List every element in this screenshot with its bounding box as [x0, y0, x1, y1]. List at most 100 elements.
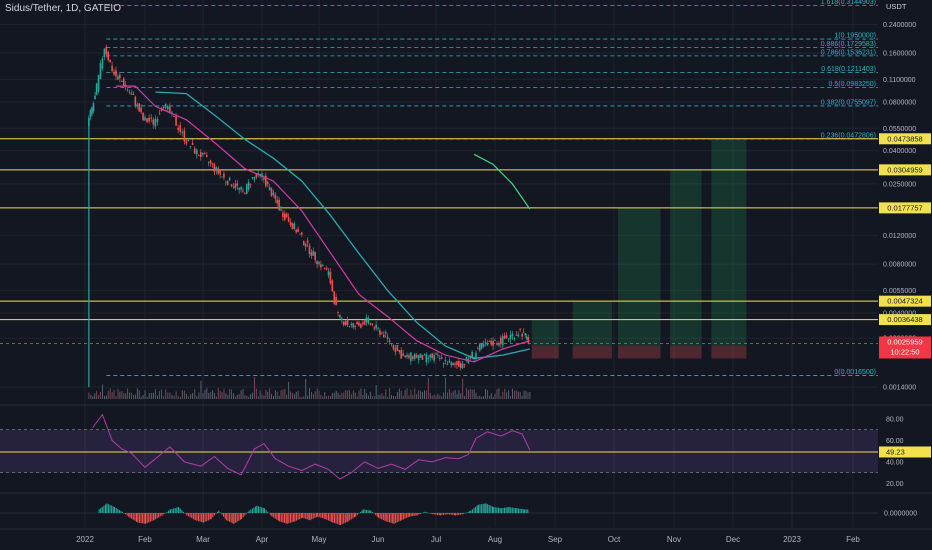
- histogram-bar: [121, 511, 123, 513]
- volume-bar: [467, 389, 469, 399]
- histogram-bar: [167, 510, 170, 513]
- histogram-bar: [154, 513, 156, 520]
- volume-bar: [464, 396, 466, 399]
- histogram-bar: [429, 513, 431, 514]
- histogram-bar: [173, 508, 175, 513]
- histogram-bar: [510, 507, 512, 513]
- candle-body: [423, 354, 426, 356]
- volume-bar: [190, 394, 192, 399]
- histogram-bar: [318, 513, 320, 518]
- volume-bar: [88, 392, 90, 399]
- candle-body: [140, 107, 142, 113]
- candle-body: [278, 199, 280, 211]
- histogram-bar: [418, 513, 420, 515]
- candle-body: [431, 353, 433, 358]
- histogram-bar: [392, 513, 394, 524]
- candle-body: [388, 340, 391, 343]
- histogram-bar: [218, 510, 220, 513]
- volume-bar: [198, 392, 200, 399]
- candle-body: [191, 142, 194, 145]
- candle-body: [249, 184, 252, 185]
- candle-body: [490, 340, 492, 345]
- candle-body: [325, 267, 328, 270]
- candle-body: [109, 59, 111, 63]
- histogram-bar: [259, 506, 261, 513]
- volume-bar: [234, 396, 236, 399]
- candle-body: [103, 48, 106, 57]
- histogram-axis-tick: 0.0000000: [884, 511, 917, 518]
- histogram-bar: [370, 510, 372, 513]
- volume-bar: [263, 395, 265, 399]
- histogram-bar: [196, 513, 198, 521]
- candle-body: [454, 363, 456, 365]
- histogram-bar: [271, 513, 273, 517]
- histogram-bar: [421, 513, 423, 514]
- histogram-bar: [378, 513, 380, 518]
- histogram-bar: [111, 505, 113, 513]
- histogram-bar: [494, 507, 496, 513]
- histogram-bar: [352, 513, 354, 519]
- volume-bar: [389, 388, 391, 399]
- histogram-bar: [191, 513, 193, 519]
- volume-bar: [159, 391, 160, 399]
- volume-bar: [469, 388, 471, 399]
- histogram-bar: [337, 513, 339, 525]
- candle-body: [515, 334, 518, 336]
- horizontal-level-label: 0.0177757: [887, 203, 922, 212]
- candle-body: [207, 162, 210, 164]
- volume-bar: [292, 392, 293, 399]
- histogram-bar: [289, 513, 291, 523]
- price-axis-tick: 0.2400000: [883, 22, 916, 29]
- date-axis-tick: Jul: [431, 535, 441, 544]
- histogram-bar: [504, 507, 506, 513]
- candle-body: [120, 81, 123, 82]
- histogram-bar: [117, 508, 119, 513]
- candle-body: [339, 314, 341, 318]
- histogram-bar: [513, 507, 515, 513]
- candle-body: [505, 335, 508, 338]
- volume-bar: [134, 394, 136, 399]
- candle-body: [463, 364, 466, 365]
- volume-bar: [488, 395, 490, 399]
- candle-body: [244, 192, 246, 194]
- histogram-bar: [282, 513, 284, 523]
- candle-body: [95, 83, 98, 95]
- histogram-bar: [293, 513, 295, 522]
- candle-body: [352, 323, 355, 328]
- price-axis: USDT 0.2400000 0.1600000 0.1100000 0.0800000…: [883, 2, 916, 392]
- histogram-bar: [521, 508, 523, 513]
- candle-body: [383, 334, 385, 338]
- target-zone: [670, 169, 702, 347]
- volume-bar: [301, 396, 303, 399]
- volume-bar: [379, 394, 381, 399]
- volume-bar: [445, 377, 447, 399]
- histogram-bar: [184, 513, 186, 514]
- candle-body: [272, 192, 275, 195]
- candle-body: [482, 344, 485, 347]
- candle-body: [331, 280, 334, 292]
- histogram-bar: [103, 505, 105, 513]
- volume-bar: [90, 394, 92, 399]
- volume-bar: [246, 395, 248, 399]
- histogram-bar: [279, 513, 281, 522]
- histogram-bar: [212, 513, 214, 518]
- price-axis-tick: 0.0120000: [883, 233, 916, 240]
- histogram-bar: [385, 513, 387, 522]
- histogram-bar: [333, 513, 336, 524]
- date-axis-tick: 2023: [783, 535, 801, 544]
- candle-body: [429, 354, 431, 358]
- volume-bar: [481, 396, 483, 399]
- histogram-bar: [300, 513, 302, 519]
- volume-bar: [252, 392, 253, 399]
- histogram-bar: [314, 513, 316, 518]
- stop-zone: [617, 346, 661, 359]
- volume-bar: [527, 392, 529, 399]
- histogram-bar: [286, 513, 288, 524]
- volume-bar: [406, 388, 408, 399]
- moving-average-slow: [155, 91, 530, 360]
- volume-bar: [381, 393, 383, 399]
- histogram-bar: [151, 513, 153, 522]
- histogram-bar: [490, 505, 492, 513]
- candle-body: [97, 74, 100, 92]
